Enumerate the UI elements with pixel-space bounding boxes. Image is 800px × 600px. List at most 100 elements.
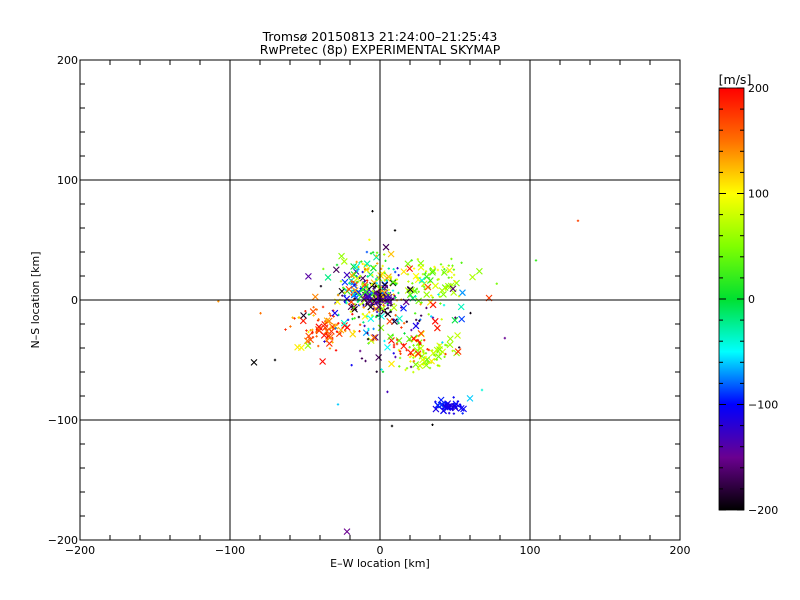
data-point	[349, 310, 353, 313]
data-point	[386, 306, 390, 310]
data-point	[412, 348, 415, 352]
data-point	[406, 288, 410, 292]
data-point	[304, 309, 307, 313]
data-point	[312, 306, 315, 309]
data-point	[378, 313, 385, 320]
data-point	[412, 344, 415, 347]
data-point	[440, 269, 448, 276]
data-point	[397, 273, 400, 277]
data-point	[391, 289, 395, 292]
data-point	[356, 300, 360, 303]
data-point	[440, 407, 447, 415]
data-point	[422, 363, 425, 366]
data-point	[398, 350, 402, 353]
data-point	[394, 296, 397, 299]
data-point	[289, 325, 292, 328]
data-point	[358, 330, 361, 333]
data-point	[351, 313, 354, 316]
data-point	[415, 339, 418, 342]
data-point	[350, 271, 358, 278]
data-point	[412, 370, 415, 374]
data-point	[371, 289, 374, 293]
data-point	[372, 265, 376, 268]
data-point	[433, 324, 441, 332]
data-point	[447, 270, 450, 273]
data-point	[447, 402, 455, 410]
data-point	[390, 424, 394, 428]
data-point	[322, 267, 325, 271]
data-point	[341, 278, 349, 286]
data-point	[419, 356, 426, 364]
data-point	[431, 296, 434, 299]
data-point	[576, 219, 580, 222]
data-point	[447, 276, 450, 279]
y-tick-label: −200	[48, 534, 78, 547]
data-point	[443, 355, 446, 359]
data-point	[459, 289, 466, 297]
data-point	[363, 324, 366, 328]
data-point	[337, 313, 340, 317]
data-point	[438, 295, 441, 298]
data-point	[398, 356, 402, 360]
data-point	[312, 314, 315, 317]
data-point	[415, 334, 418, 337]
data-point	[315, 335, 318, 338]
data-point	[429, 349, 437, 357]
data-point	[343, 295, 351, 303]
data-point	[417, 329, 425, 337]
data-point	[412, 267, 416, 270]
data-point	[416, 257, 420, 261]
data-point	[446, 266, 453, 274]
data-point	[427, 273, 430, 276]
data-point	[305, 272, 312, 280]
data-point	[375, 281, 378, 285]
data-point	[405, 320, 409, 323]
data-point	[291, 316, 294, 319]
data-point	[432, 353, 436, 357]
data-point	[369, 252, 373, 255]
data-point	[389, 275, 393, 279]
data-point	[356, 269, 359, 273]
data-point	[323, 327, 331, 335]
data-point	[326, 335, 330, 338]
data-point	[375, 370, 378, 373]
data-point	[394, 282, 398, 286]
data-point	[452, 396, 455, 399]
data-point	[375, 354, 383, 361]
data-point	[345, 285, 353, 293]
data-point	[423, 338, 426, 342]
data-point	[399, 352, 402, 355]
data-point	[454, 405, 458, 409]
data-point	[409, 365, 413, 369]
data-point	[370, 314, 374, 317]
data-point	[362, 321, 365, 324]
data-point	[436, 364, 440, 367]
data-point	[434, 400, 437, 403]
grid-lines	[80, 60, 680, 540]
data-point	[375, 254, 378, 258]
data-point	[419, 303, 422, 306]
data-point	[375, 301, 378, 304]
data-point	[379, 305, 386, 313]
data-point	[413, 312, 417, 315]
data-point	[441, 341, 444, 344]
data-point	[437, 343, 441, 346]
data-point	[365, 264, 368, 267]
data-point	[360, 260, 363, 263]
data-point	[331, 309, 339, 317]
data-point	[397, 291, 400, 295]
data-point	[392, 293, 395, 296]
data-point	[311, 293, 319, 301]
data-point	[368, 238, 371, 242]
data-point	[408, 346, 411, 349]
data-point	[325, 317, 333, 325]
data-point	[396, 267, 399, 270]
data-point	[395, 342, 399, 346]
data-point	[476, 267, 483, 275]
data-point	[418, 276, 426, 284]
data-point	[250, 359, 258, 366]
data-point	[461, 412, 464, 415]
data-point	[444, 352, 447, 356]
data-point	[411, 282, 414, 285]
data-point	[370, 291, 373, 295]
